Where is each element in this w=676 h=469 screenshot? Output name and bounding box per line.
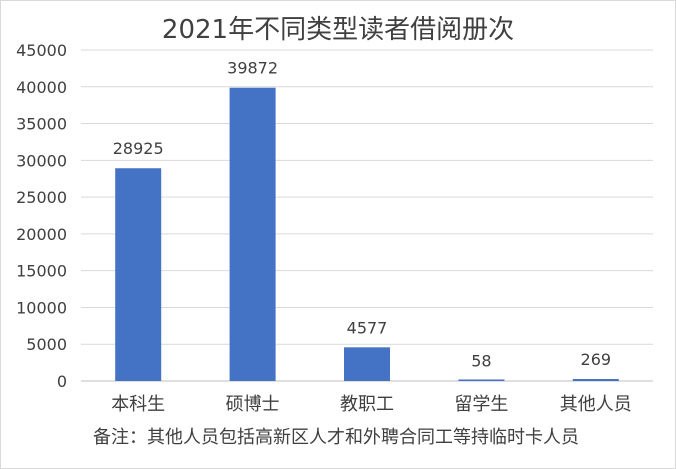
chart-title: 2021年不同类型读者借阅册次 [161,15,515,45]
y-tick-label: 0 [57,372,67,391]
bar [344,347,390,381]
x-tick-label: 硕博士 [226,394,280,415]
bar [572,379,619,381]
bar [229,87,276,381]
y-tick-label: 20000 [16,225,67,244]
y-tick-label: 40000 [16,78,67,97]
data-label: 39872 [227,59,278,78]
x-tick-label: 留学生 [454,394,508,415]
bar [115,168,162,381]
y-tick-label: 30000 [16,151,67,170]
bar [458,379,505,381]
y-tick-label: 25000 [16,188,67,207]
chart-footnote: 备注：其他人员包括高新区人才和外聘合同工等持临时卡人员 [93,427,579,448]
x-tick-label: 其他人员 [560,394,632,415]
data-label: 269 [581,350,612,369]
y-tick-label: 45000 [16,41,67,60]
y-tick-label: 5000 [26,335,67,354]
data-label: 4577 [347,318,388,337]
y-tick-label: 35000 [16,115,67,134]
data-label: 58 [471,352,491,371]
x-tick-label: 教职工 [340,394,394,415]
data-label: 28925 [113,139,164,158]
x-tick-label: 本科生 [111,394,165,415]
y-tick-label: 15000 [16,262,67,281]
y-tick-label: 10000 [16,298,67,317]
